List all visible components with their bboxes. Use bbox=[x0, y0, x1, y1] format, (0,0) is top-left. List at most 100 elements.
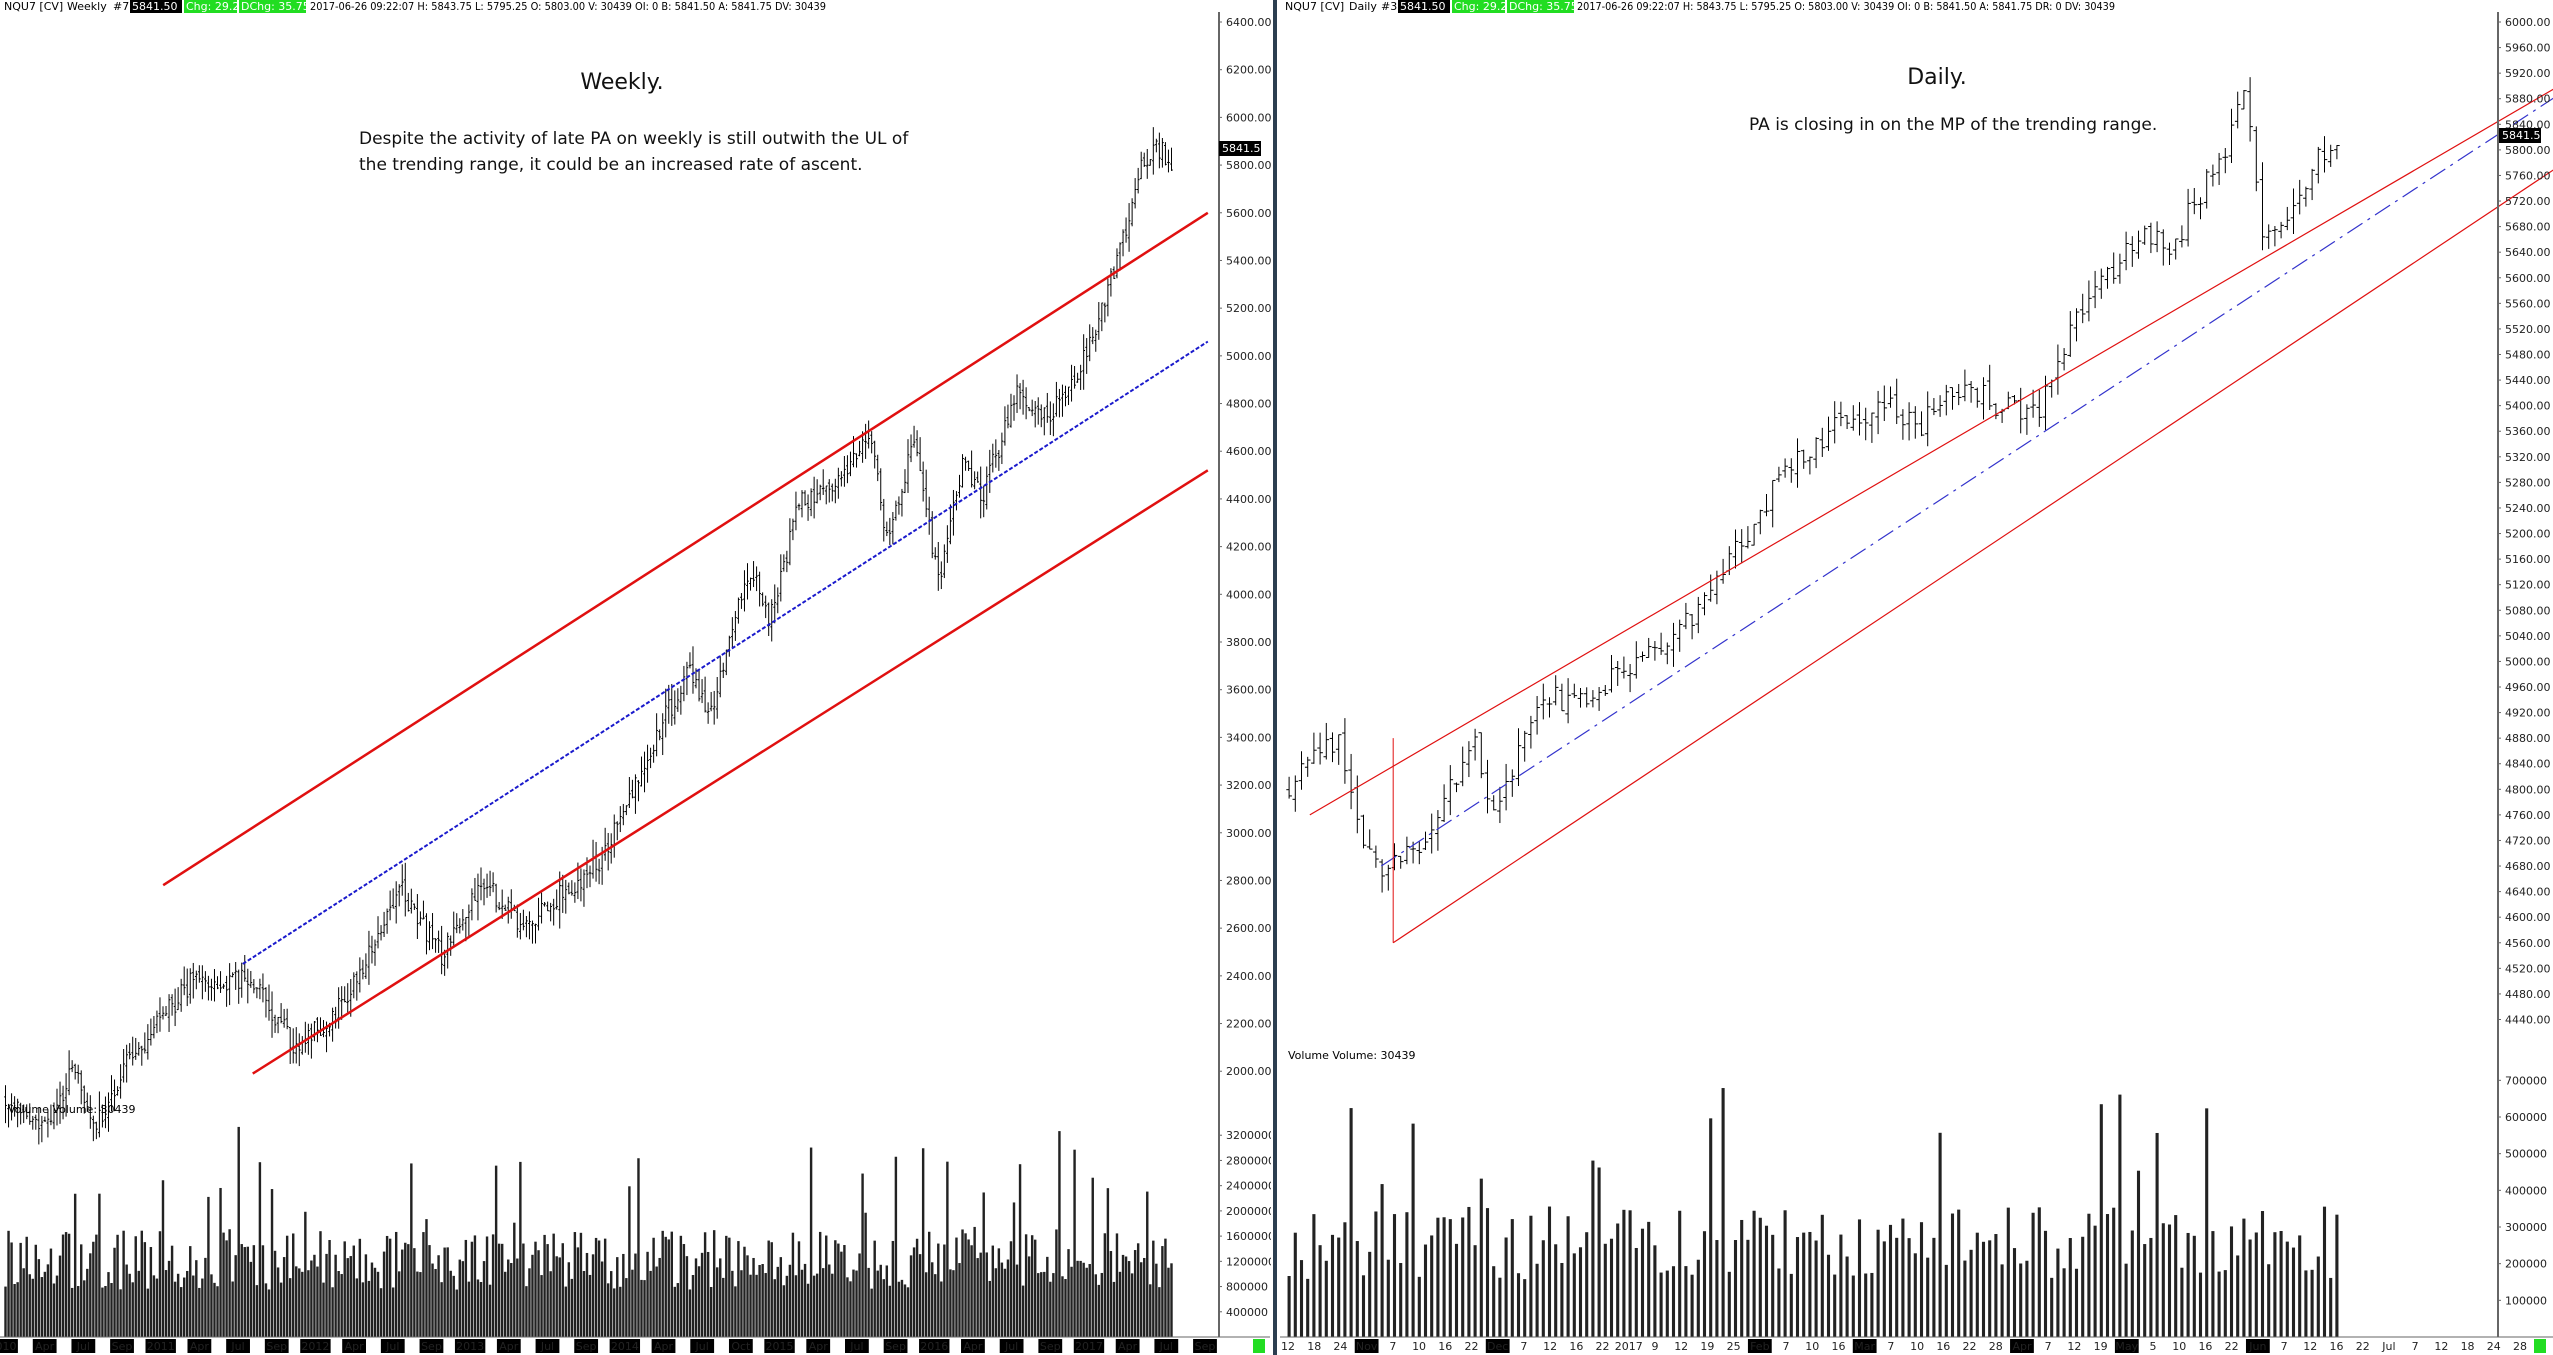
date-tick-label: 19 bbox=[2094, 1340, 2108, 1353]
price-bar bbox=[194, 970, 198, 990]
daily-chart-pane[interactable]: Daily. PA is closing in on the MP of the… bbox=[1282, 12, 2553, 1337]
volume-bar bbox=[2155, 1132, 2159, 1337]
date-tick-label: Jul bbox=[76, 1340, 90, 1353]
date-tick-label: 16 bbox=[1438, 1340, 1452, 1353]
date-tick: Dec bbox=[1485, 1339, 1510, 1353]
price-tick-label: 5360.00 bbox=[2505, 425, 2551, 438]
date-tick: Sep bbox=[1193, 1339, 1217, 1353]
date-tick-label: 18 bbox=[1307, 1340, 1321, 1353]
daily-scroll-marker[interactable] bbox=[2534, 1339, 2546, 1353]
price-bar bbox=[679, 685, 683, 715]
price-bar bbox=[1292, 775, 1299, 812]
volume-bar bbox=[219, 1187, 222, 1337]
price-bar bbox=[797, 503, 801, 511]
volume-bar bbox=[276, 1267, 280, 1337]
channel-lower-line[interactable] bbox=[1392, 86, 2553, 944]
price-bar bbox=[2061, 348, 2067, 371]
volume-bar bbox=[1684, 1266, 1688, 1337]
date-tick-label: 7 bbox=[1520, 1340, 1527, 1353]
price-bar bbox=[2321, 136, 2328, 173]
price-bar bbox=[1097, 302, 1101, 340]
channel-mid-line[interactable] bbox=[242, 340, 1209, 965]
volume-bar bbox=[1121, 1254, 1125, 1337]
price-bar bbox=[1633, 641, 1640, 679]
volume-bar bbox=[494, 1165, 498, 1337]
volume-bar bbox=[216, 1286, 219, 1337]
weekly-price-axis[interactable]: 6400.00 6200.00 6000.00 5800.00 5600.00 5400.… bbox=[1218, 12, 1272, 1337]
volume-bar bbox=[1777, 1268, 1781, 1337]
volume-bar bbox=[943, 1244, 946, 1337]
volume-bar bbox=[540, 1275, 543, 1337]
volume-bar bbox=[1374, 1211, 1378, 1337]
volume-bar bbox=[255, 1285, 259, 1337]
volume-bar bbox=[504, 1271, 507, 1337]
weekly-trend-channel[interactable] bbox=[162, 211, 1209, 1075]
price-bar bbox=[694, 668, 698, 689]
channel-upper-line[interactable] bbox=[162, 211, 1209, 887]
price-bar bbox=[1676, 619, 1683, 652]
weekly-chart-pane[interactable]: Weekly. Despite the activity of late PA … bbox=[0, 12, 1218, 1337]
date-tick: 7 bbox=[2045, 1340, 2052, 1353]
price-bar bbox=[712, 690, 716, 725]
channel-lower-line[interactable] bbox=[252, 469, 1209, 1075]
price-bar bbox=[1024, 387, 1028, 420]
price-bar bbox=[1076, 372, 1079, 383]
volume-bar bbox=[837, 1243, 840, 1337]
price-bar bbox=[2327, 144, 2334, 167]
volume-bar bbox=[1771, 1234, 1775, 1337]
daily-trend-channel[interactable] bbox=[1309, 16, 2553, 944]
channel-upper-line[interactable] bbox=[1309, 16, 2553, 816]
date-tick: Jul bbox=[690, 1339, 715, 1353]
volume-bar bbox=[1405, 1212, 1409, 1337]
price-bar bbox=[137, 1042, 141, 1056]
price-bar bbox=[222, 983, 225, 989]
daily-date-axis[interactable]: 12 18 24 Nov 7 10 16 22 Dec 7 12 16 22 2017 9 12 19 25 Feb… bbox=[1280, 1336, 2553, 1355]
price-bar bbox=[1763, 494, 1770, 517]
date-tick-label: 2013 bbox=[456, 1340, 484, 1353]
price-bar bbox=[1838, 401, 1844, 427]
price-bar bbox=[1006, 404, 1010, 429]
date-tick-label: 7 bbox=[1783, 1340, 1790, 1353]
volume-bar bbox=[525, 1286, 528, 1337]
price-bar bbox=[861, 431, 864, 463]
price-bar bbox=[167, 994, 171, 1032]
date-tick-label: Apr bbox=[809, 1340, 829, 1353]
weekly-date-axis[interactable]: 010 Apr Jul Sep 2011 Apr Jul Sep 2012 Apr Jul Sep 20… bbox=[0, 1336, 1270, 1355]
price-bar bbox=[833, 478, 837, 504]
price-tick-label: 4840.00 bbox=[2505, 758, 2551, 771]
price-bar bbox=[618, 806, 622, 833]
price-bar bbox=[1621, 656, 1627, 679]
volume-bar bbox=[243, 1247, 246, 1337]
date-tick: 7 bbox=[1783, 1340, 1790, 1353]
price-bar bbox=[443, 949, 447, 976]
volume-bar bbox=[2136, 1170, 2141, 1337]
volume-bar bbox=[2304, 1270, 2308, 1337]
volume-bar bbox=[879, 1264, 882, 1337]
volume-bar bbox=[709, 1286, 713, 1337]
price-bar bbox=[1447, 765, 1454, 816]
volume-bar bbox=[1876, 1229, 1880, 1337]
volume-bar bbox=[649, 1270, 652, 1337]
volume-bar bbox=[685, 1256, 689, 1337]
volume-bar bbox=[794, 1275, 798, 1337]
channel-mid-line[interactable] bbox=[1380, 16, 2553, 867]
price-bar bbox=[107, 1092, 110, 1132]
volume-bar bbox=[894, 1156, 898, 1337]
volume-bar bbox=[7, 1230, 10, 1337]
volume-tick-label: 300000 bbox=[2505, 1221, 2547, 1234]
price-bar bbox=[806, 494, 810, 521]
price-bar bbox=[40, 1115, 44, 1143]
price-bar bbox=[1070, 364, 1073, 402]
price-bar bbox=[1565, 678, 1571, 724]
weekly-scroll-marker[interactable] bbox=[1253, 1339, 1265, 1353]
volume-bar bbox=[631, 1269, 634, 1337]
price-bar bbox=[403, 862, 407, 917]
volume-bar bbox=[234, 1255, 237, 1337]
date-tick: Apr bbox=[32, 1339, 57, 1353]
price-bar bbox=[1571, 683, 1578, 698]
price-tick-label: 4800.00 bbox=[1226, 398, 1272, 411]
date-tick-label: Mar bbox=[1854, 1340, 1875, 1353]
volume-bar bbox=[1665, 1270, 1669, 1337]
volume-bar bbox=[903, 1284, 907, 1337]
date-tick: 7 bbox=[2281, 1340, 2288, 1353]
